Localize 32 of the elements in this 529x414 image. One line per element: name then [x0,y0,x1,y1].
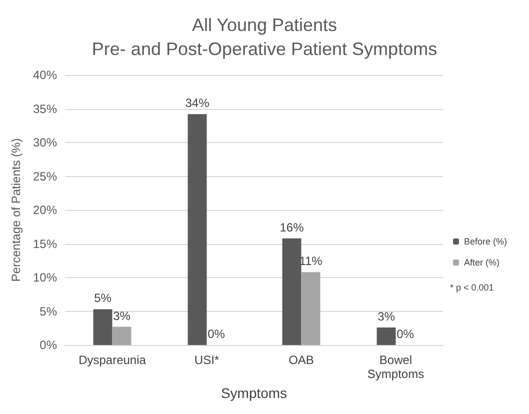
data-label: 16% [280,220,304,234]
y-tick-label: 30% [32,136,58,150]
y-tick-label: 5% [40,304,58,318]
bar [112,326,132,345]
data-label: 0% [396,327,414,341]
y-tick-label: 15% [32,236,58,251]
x-tick-label: USI* [194,353,220,367]
data-label: 3% [378,309,396,324]
bar [301,272,320,345]
bar [93,309,112,345]
data-label: 34% [185,96,210,110]
data-label: 5% [94,291,112,306]
y-axis-title: Percentage of Patients (%) [9,138,24,282]
y-tick-label: 25% [32,169,58,184]
bar [188,114,207,345]
legend-label: After (%) [464,258,500,268]
y-tick-label: 40% [32,68,58,82]
data-label: 0% [208,327,226,341]
bar [282,238,302,345]
x-tick-label: Dyspareunia [78,353,146,367]
x-tick-label: Bowel Symptoms [367,353,424,381]
y-tick-label: 0% [40,338,58,352]
legend-label: Before (%) [464,236,508,246]
text: * p < 0.001 [450,282,494,292]
bar [376,327,396,345]
y-tick-label: 10% [32,270,58,284]
y-tick-label: 20% [32,203,58,217]
x-tick-label: OAB [288,353,314,367]
chart-title: All Young Patients Pre- and Post-Operative Patient Symptoms [92,15,438,59]
x-axis-title: Symptoms [220,384,288,401]
data-label: 3% [113,308,131,323]
y-tick-label: 35% [32,102,58,116]
